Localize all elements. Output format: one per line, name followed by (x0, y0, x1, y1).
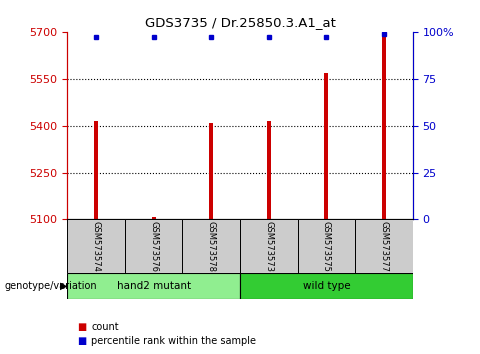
Text: genotype/variation: genotype/variation (5, 281, 97, 291)
Bar (355, 219, 413, 273)
Text: GSM573576: GSM573576 (149, 221, 158, 272)
Bar (182, 219, 240, 273)
Text: hand2 mutant: hand2 mutant (117, 281, 191, 291)
Text: ▶: ▶ (60, 281, 68, 291)
Bar (240, 219, 298, 273)
Bar (152, 217, 156, 219)
Text: percentile rank within the sample: percentile rank within the sample (91, 336, 256, 346)
Bar (67, 273, 240, 299)
Text: ■: ■ (77, 336, 86, 346)
Bar (67, 219, 125, 273)
Bar (125, 219, 182, 273)
Text: wild type: wild type (302, 281, 350, 291)
Text: GSM573574: GSM573574 (92, 221, 100, 272)
Bar (267, 121, 271, 219)
Bar (240, 273, 413, 299)
Text: count: count (91, 322, 119, 332)
Bar (298, 219, 355, 273)
Bar (94, 121, 98, 219)
Text: ■: ■ (77, 322, 86, 332)
Bar (324, 73, 328, 219)
Text: GDS3735 / Dr.25850.3.A1_at: GDS3735 / Dr.25850.3.A1_at (144, 16, 336, 29)
Text: GSM573578: GSM573578 (207, 221, 216, 272)
Text: GSM573573: GSM573573 (264, 221, 273, 272)
Text: GSM573575: GSM573575 (322, 221, 331, 272)
Text: GSM573577: GSM573577 (380, 221, 388, 272)
Bar (209, 122, 213, 219)
Bar (382, 35, 386, 219)
